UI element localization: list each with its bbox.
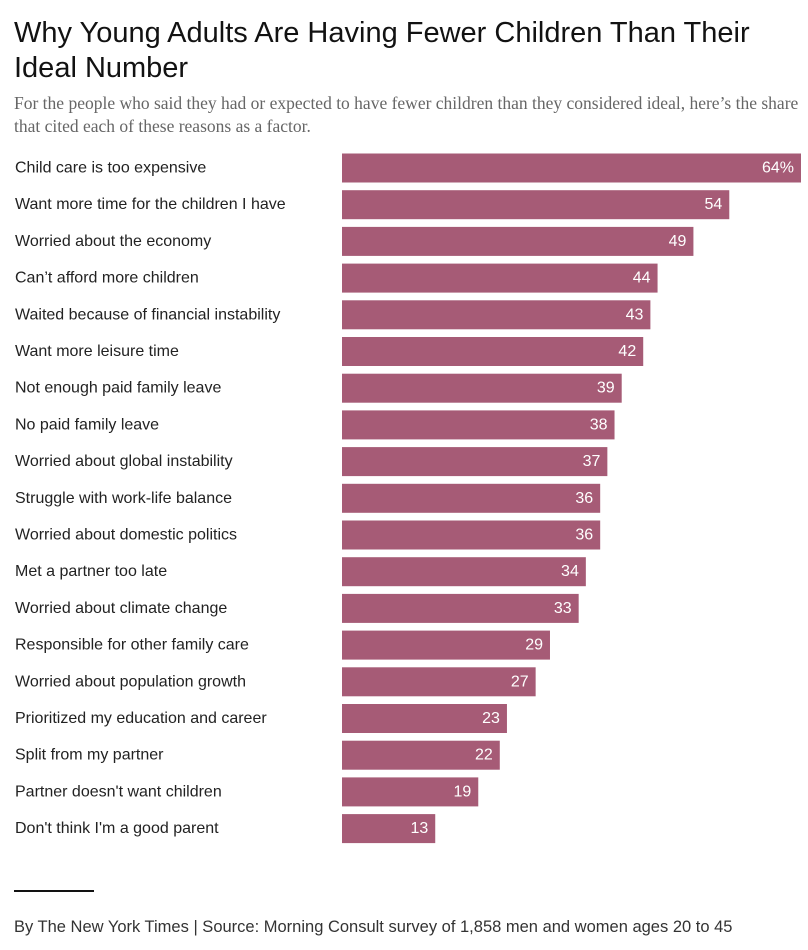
category-label: Not enough paid family leave — [15, 380, 221, 397]
bar — [342, 373, 622, 403]
category-label: Split from my partner — [15, 747, 164, 764]
category-label: Met a partner too late — [15, 563, 167, 580]
bar — [342, 153, 801, 183]
bar — [342, 593, 579, 623]
category-label: Worried about global instability — [15, 453, 233, 470]
bar-value-label: 43 — [626, 306, 644, 323]
category-label: Don't think I'm a good parent — [15, 820, 219, 837]
bar — [342, 337, 644, 366]
bar — [342, 814, 436, 844]
bar — [342, 263, 658, 293]
bar — [342, 483, 601, 513]
bar-value-label: 49 — [669, 233, 687, 250]
bar-value-label: 39 — [597, 380, 615, 397]
bar-value-label: 33 — [554, 600, 572, 617]
bar-value-label: 36 — [575, 527, 593, 544]
category-label: Worried about population growth — [15, 673, 246, 690]
bar-value-label: 29 — [525, 637, 543, 654]
bar-value-label: 34 — [561, 563, 579, 580]
category-label: Partner doesn't want children — [15, 783, 222, 800]
bar-value-label: 44 — [633, 270, 651, 287]
category-label: No paid family leave — [15, 416, 159, 433]
bar-value-label: 64% — [762, 160, 794, 177]
bar — [342, 190, 730, 220]
footer-rule — [14, 890, 94, 892]
bar — [342, 410, 615, 440]
bar-value-label: 36 — [575, 490, 593, 507]
bar — [342, 740, 500, 770]
chart-subtitle: For the people who said they had or expe… — [14, 93, 799, 136]
bar — [342, 630, 550, 660]
category-label: Prioritized my education and career — [15, 710, 267, 727]
bar-value-label: 54 — [704, 196, 722, 213]
bar — [342, 447, 608, 477]
bar — [342, 704, 507, 733]
category-label: Waited because of financial instability — [15, 306, 280, 323]
chart-title: Why Young Adults Are Having Fewer Childr… — [14, 17, 750, 84]
bar-value-label: 38 — [590, 416, 608, 433]
category-label: Want more time for the children I have — [15, 196, 286, 213]
bar — [342, 226, 694, 256]
category-label: Want more leisure time — [15, 343, 179, 360]
category-label: Worried about domestic politics — [15, 527, 237, 544]
bar — [342, 667, 536, 697]
category-label: Worried about the economy — [15, 233, 211, 250]
bar-value-label: 37 — [583, 453, 601, 470]
category-label: Can’t afford more children — [15, 270, 199, 287]
source-credit: By The New York Times | Source: Morning … — [14, 918, 733, 936]
bar-value-label: 13 — [410, 820, 428, 837]
category-label: Worried about climate change — [15, 600, 227, 617]
category-label: Struggle with work-life balance — [15, 490, 232, 507]
category-label: Responsible for other family care — [15, 637, 249, 654]
bar-value-label: 23 — [482, 710, 500, 727]
bar — [342, 520, 601, 550]
bar-value-label: 27 — [511, 673, 529, 690]
category-label: Child care is too expensive — [15, 160, 206, 177]
bar-value-label: 42 — [618, 343, 636, 360]
bar — [342, 777, 479, 807]
bar — [342, 557, 586, 587]
bar — [342, 300, 651, 330]
bar-value-label: 19 — [453, 783, 471, 800]
bar-value-label: 22 — [475, 747, 493, 764]
